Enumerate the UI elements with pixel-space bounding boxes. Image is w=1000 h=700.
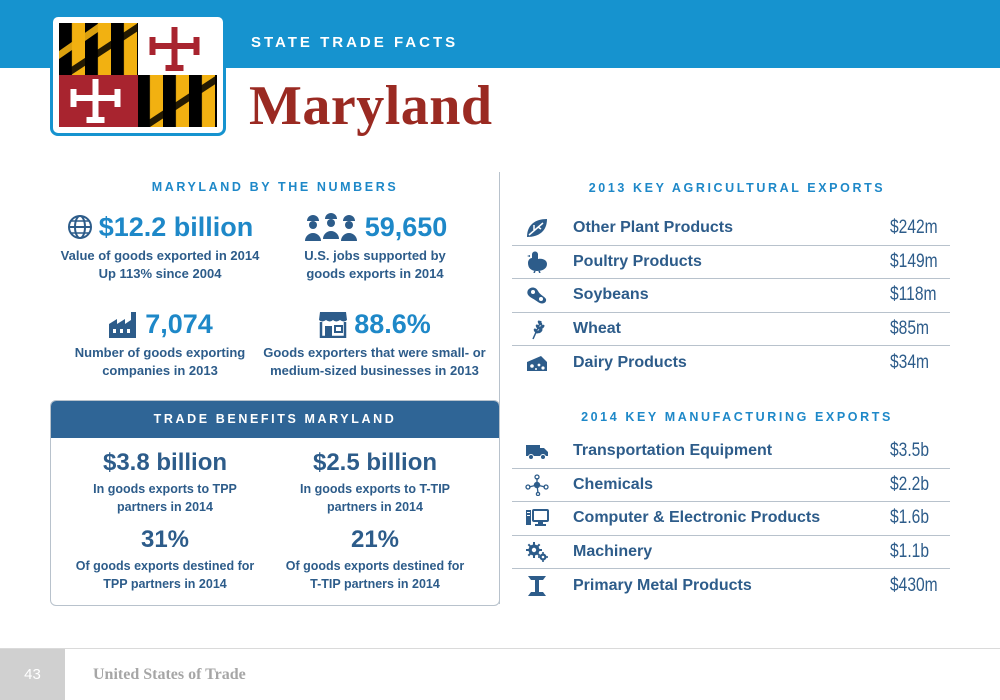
export-value: $242m [890,217,938,239]
storefront-icon [319,312,348,338]
export-label: Computer & Electronic Products [573,509,821,527]
benefit-value: $2.5 billion [312,449,438,476]
soybean-icon [527,287,547,304]
benefit-value: 31% [140,526,190,553]
stat-goods-exported: $12.2 billion Value of goods exported in… [55,211,265,283]
stat-caption-line1: Number of goods exporting [74,345,246,360]
stat-value: 88.6% [354,309,431,339]
maryland-flag-icon [59,23,217,127]
benefit-caption-line2: T-TIP partners in 2014 [310,577,440,591]
list-item: Computer & Electronic Products $1.6b [512,502,950,536]
benefit-caption-line2: TPP partners in 2014 [103,577,227,591]
export-label: Soybeans [573,286,649,304]
factory-icon [109,312,137,338]
gears-icon [526,541,548,562]
page-title: Maryland [249,75,493,137]
benefit-caption-line1: In goods exports to TPP [93,482,237,496]
list-item: Chemicals $2.2b [512,469,950,502]
export-label: Poultry Products [573,252,702,270]
list-item: Machinery $1.1b [512,536,950,569]
list-item: Poultry Products $149m [512,246,950,279]
workers-icon [304,213,357,241]
page-footer: 43 United States of Trade [0,648,1000,700]
stat-caption-line1: Goods exporters that were small- or [263,345,486,360]
stat-caption-line2: medium-sized businesses in 2013 [270,363,479,378]
export-value: $149m [890,250,938,272]
benefit-value: $3.8 billion [102,449,228,476]
export-value: $1.1b [890,540,929,562]
benefit-caption-line2: partners in 2014 [117,500,213,514]
export-label: Other Plant Products [573,219,734,237]
export-value: $85m [890,317,929,339]
manufacturing-heading: 2014 KEY MANUFACTURING EXPORTS [581,410,893,424]
leaf-icon [527,219,547,238]
book-title: United States of Trade [93,666,246,683]
benefit-caption-line1: In goods exports to T-TIP [300,482,450,496]
export-value: $3.5b [890,440,929,462]
list-item: Transportation Equipment $3.5b [512,435,950,469]
stat-small-business-share: 88.6% Goods exporters that were small- o… [262,308,487,380]
agricultural-heading: 2013 KEY AGRICULTURAL EXPORTS [588,181,886,195]
stat-jobs-supported: 59,650 U.S. jobs supported by goods expo… [270,211,480,283]
cheese-icon [527,355,547,371]
numbers-heading: MARYLAND BY THE NUMBERS [151,180,399,194]
column-divider [499,172,500,604]
state-flag [50,14,226,136]
export-label: Primary Metal Products [573,576,752,594]
export-value: $430m [890,574,938,596]
stat-exporting-companies: 7,074 Number of goods exporting companie… [55,308,265,380]
stat-caption-line2: goods exports in 2014 [306,266,444,281]
list-item: Primary Metal Products $430m [512,569,950,603]
export-value: $2.2b [890,473,929,495]
stat-caption-line1: Value of goods exported in 2014 [60,248,260,263]
i-beam-icon [528,575,546,596]
benefit-caption-line1: Of goods exports destined for [75,559,255,573]
stat-caption-line2: companies in 2013 [102,363,218,378]
stat-value: 7,074 [145,309,213,339]
stat-value: $12.2 billion [98,212,254,242]
molecule-icon [525,474,549,496]
benefit-ttip-exports: $2.5 billion In goods exports to T-TIP p… [275,449,475,516]
stat-caption-line1: U.S. jobs supported by [304,248,446,263]
benefits-heading: TRADE BENEFITS MARYLAND [51,401,499,438]
benefit-caption-line1: Of goods exports destined for [285,559,465,573]
computer-icon [526,509,549,527]
benefit-caption-line2: partners in 2014 [327,500,423,514]
benefit-ttip-share: 21% Of goods exports destined for T-TIP … [275,526,475,593]
export-label: Dairy Products [573,353,687,371]
trade-benefits-panel: TRADE BENEFITS MARYLAND $3.8 billion In … [50,400,500,606]
list-item: Other Plant Products $242m [512,212,950,246]
truck-icon [526,445,548,461]
globe-icon [67,215,92,239]
stat-value: 59,650 [364,212,448,242]
export-label: Machinery [573,542,653,560]
page-number: 43 [0,649,65,700]
list-item: Soybeans $118m [512,279,950,313]
export-label: Chemicals [573,475,654,493]
export-label: Wheat [573,319,621,337]
benefit-tpp-exports: $3.8 billion In goods exports to TPP par… [65,449,265,516]
export-label: Transportation Equipment [573,442,773,460]
manufacturing-exports-list: Transportation Equipment $3.5b Chemicals… [512,435,950,603]
header-kicker: STATE TRADE FACTS [251,34,459,51]
benefit-tpp-share: 31% Of goods exports destined for TPP pa… [65,526,265,593]
export-value: $1.6b [890,507,929,529]
stat-caption-line2: Up 113% since 2004 [98,266,222,281]
export-value: $34m [890,351,929,373]
list-item: Dairy Products $34m [512,346,950,380]
chicken-icon [527,251,547,273]
list-item: Wheat $85m [512,313,950,346]
benefit-value: 21% [350,526,400,553]
agricultural-exports-list: Other Plant Products $242m Poultry Produ… [512,212,950,380]
wheat-icon [532,320,545,340]
export-value: $118m [890,284,937,306]
